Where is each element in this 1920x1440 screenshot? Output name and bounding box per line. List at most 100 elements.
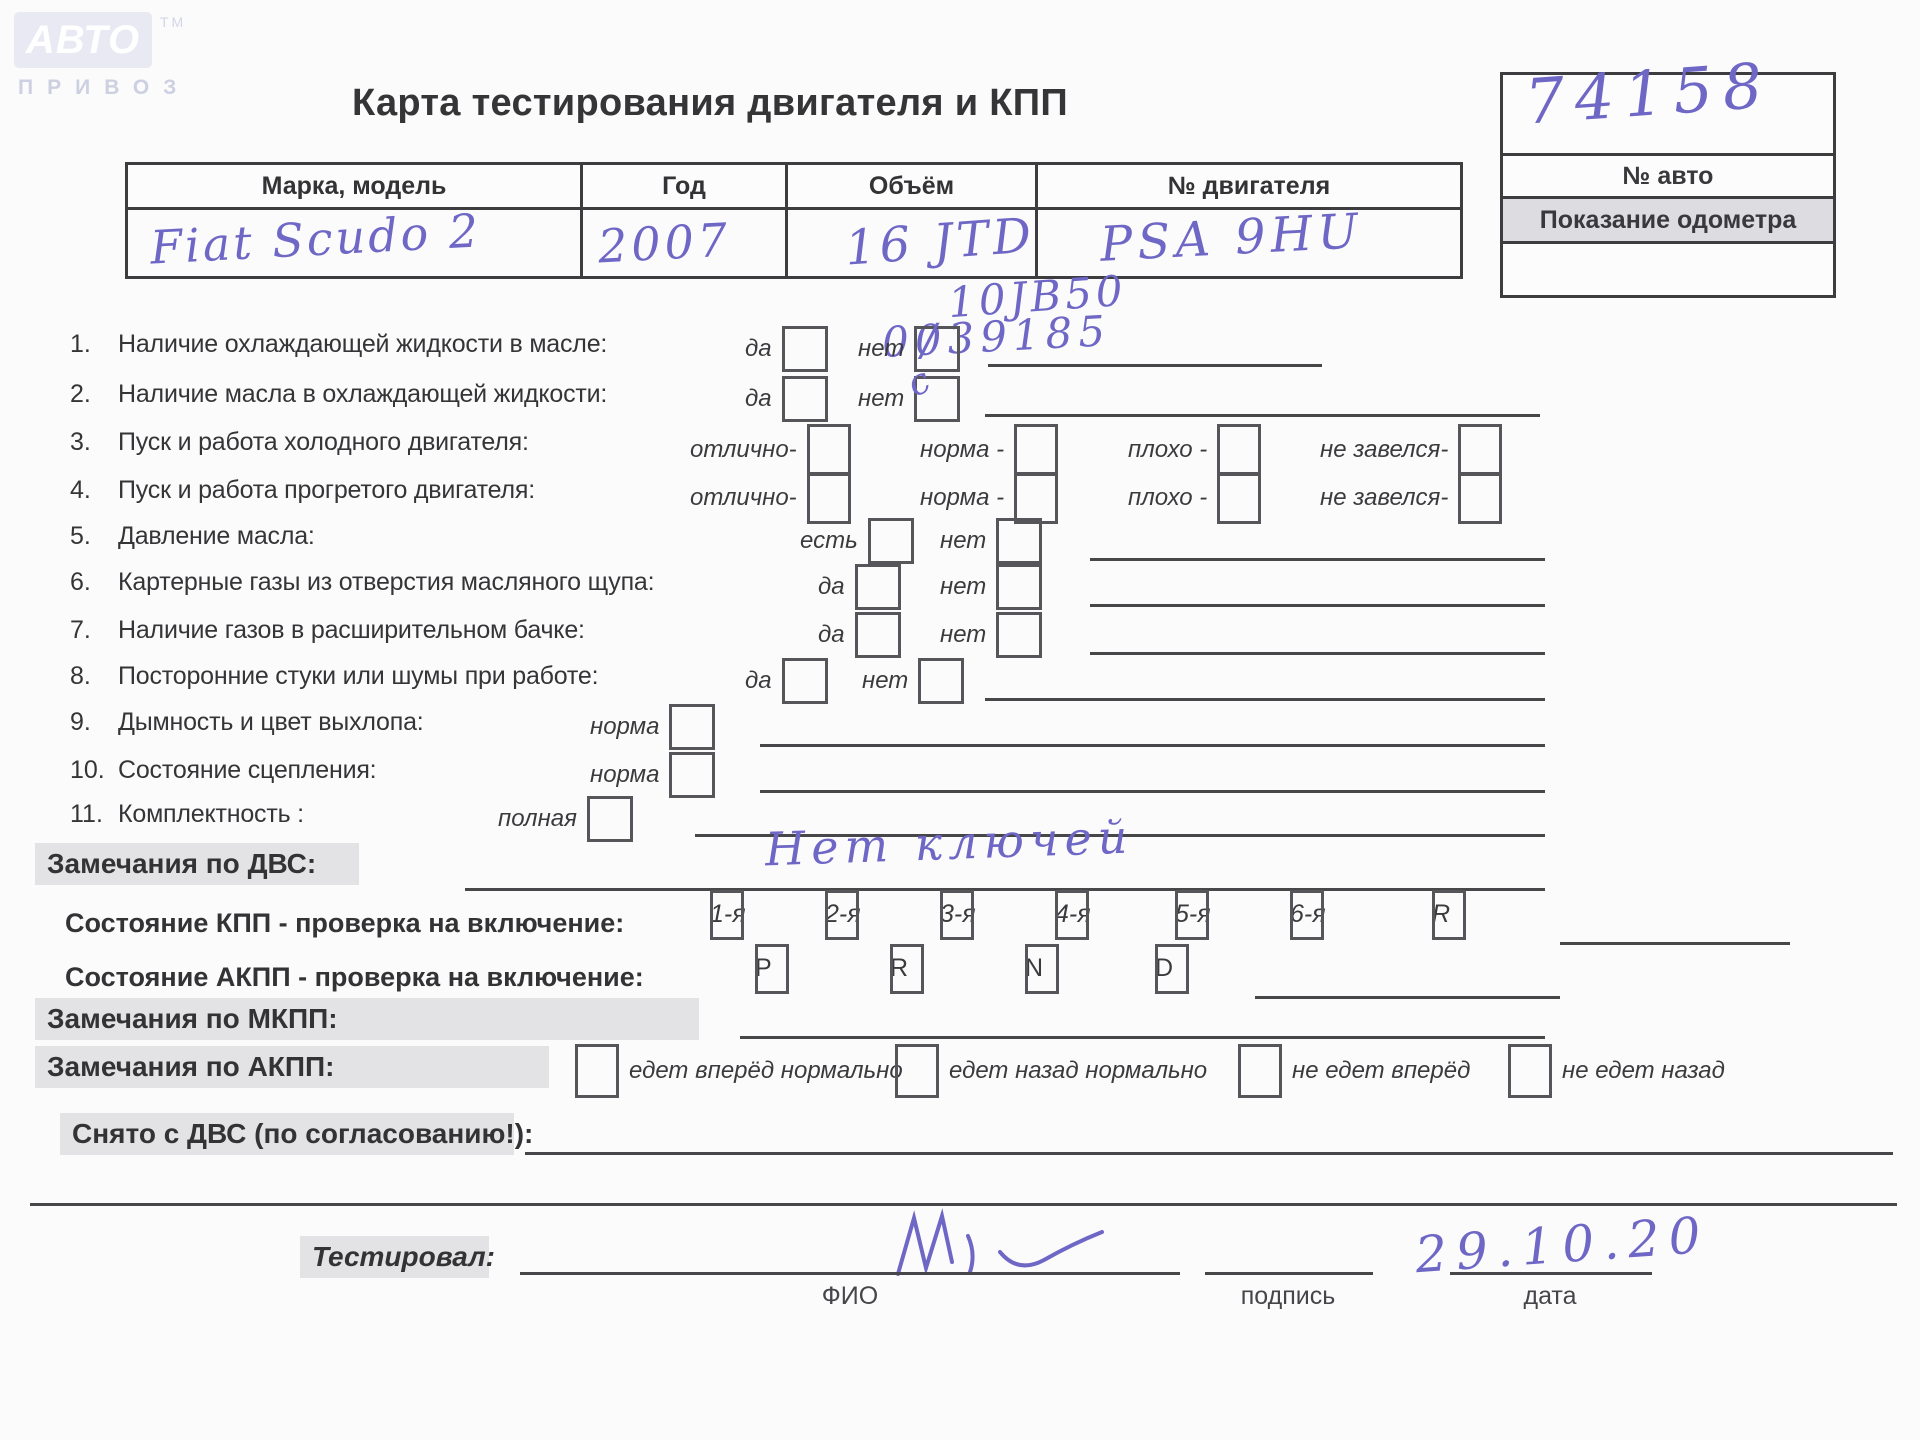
gear-p: P: [755, 943, 789, 994]
removed-from-engine-label: Снято с ДВС (по согласованию!):: [60, 1113, 533, 1155]
checkbox-gear-r[interactable]: [1432, 889, 1466, 940]
odometer-value-cell[interactable]: [1503, 241, 1833, 295]
table-value-row: [125, 207, 1463, 279]
option-norma: норма -: [920, 472, 1059, 524]
checkbox-est[interactable]: [867, 518, 914, 564]
gear-5: 5-я: [1175, 889, 1211, 940]
checkbox-otlichno[interactable]: [806, 424, 851, 476]
option-da: да: [818, 612, 901, 658]
item-number: 9.: [70, 708, 91, 736]
checkbox-gear-2[interactable]: [825, 889, 859, 940]
fio-label: ФИО: [821, 1282, 879, 1310]
page-title: Карта тестирования двигателя и КПП: [352, 82, 1068, 124]
option-net: нет: [940, 564, 1043, 610]
kpp-state-label: Состояние КПП - проверка на включение:: [65, 908, 625, 938]
fio-line[interactable]: [520, 1272, 1180, 1275]
fill-in-line[interactable]: [1090, 652, 1545, 655]
year-cell[interactable]: [580, 207, 788, 279]
checkbox-gear-r2[interactable]: [890, 943, 924, 994]
gear-3: 3-я: [940, 889, 976, 940]
checkbox-norma[interactable]: [669, 704, 716, 750]
checkbox-gear-4[interactable]: [1055, 889, 1089, 940]
checkbox-gear-n[interactable]: [1025, 943, 1059, 994]
checkbox-backward-ok[interactable]: [895, 1044, 939, 1098]
signature-label: подпись: [1240, 1282, 1336, 1310]
option-norma: норма: [590, 752, 716, 798]
checkbox-da[interactable]: [781, 326, 828, 372]
fill-in-line[interactable]: [985, 698, 1545, 701]
year-handwriting: 2007: [596, 212, 733, 274]
checkbox-no-forward[interactable]: [1238, 1044, 1282, 1098]
checkbox-norma[interactable]: [1014, 472, 1059, 524]
option-da: да: [745, 376, 828, 422]
signature-line[interactable]: [1205, 1272, 1373, 1275]
checkbox-ploho[interactable]: [1217, 472, 1262, 524]
odometer-label: Показание одометра: [1503, 196, 1833, 241]
checkbox-da[interactable]: [781, 658, 828, 704]
mkpp-remarks-line[interactable]: [740, 1036, 1545, 1039]
checkbox-gear-p[interactable]: [755, 943, 789, 994]
gear-n: N: [1025, 943, 1059, 994]
checkbox-da[interactable]: [854, 612, 901, 658]
checkbox-polnaya[interactable]: [586, 796, 633, 842]
item-number: 2.: [70, 380, 91, 408]
fill-in-line[interactable]: [1090, 604, 1545, 607]
vehicle-number-handwriting: 74158: [1522, 48, 1775, 139]
mkpp-remarks-label: Замечания по МКПП:: [35, 998, 699, 1040]
gear-2: 2-я: [825, 889, 861, 940]
checkbox-forward-ok[interactable]: [575, 1044, 619, 1098]
checkbox-gear-1[interactable]: [710, 889, 744, 940]
dvs-remarks-line[interactable]: [465, 888, 1545, 891]
akpp-line[interactable]: [1255, 996, 1560, 999]
divider-line: [30, 1203, 1897, 1206]
checkbox-ne-zavelsya[interactable]: [1458, 472, 1503, 524]
checkbox-ploho[interactable]: [1217, 424, 1262, 476]
removed-line[interactable]: [525, 1152, 1893, 1155]
vehicle-number-cell[interactable]: 74158: [1503, 48, 1833, 153]
checkbox-ne-zavelsya[interactable]: [1458, 424, 1503, 476]
signature-scribble: [896, 1208, 1104, 1276]
checkbox-norma[interactable]: [1014, 424, 1059, 476]
engine-number-cell[interactable]: [1035, 207, 1463, 279]
checkbox-otlichno[interactable]: [806, 472, 851, 524]
checkbox-norma[interactable]: [669, 752, 716, 798]
item-number: 3.: [70, 428, 91, 456]
checkbox-net-checked[interactable]: c: [901, 360, 961, 422]
checkbox-da[interactable]: [854, 564, 901, 610]
checkbox-net-checked[interactable]: /: [914, 319, 961, 372]
checkbox-gear-3[interactable]: [940, 889, 974, 940]
option-norma: норма -: [920, 424, 1059, 476]
checkbox-no-backward[interactable]: [1508, 1044, 1552, 1098]
gear-r2: R: [890, 943, 924, 994]
checkbox-da[interactable]: [781, 376, 828, 422]
volume-cell[interactable]: [785, 207, 1038, 279]
item-label: Комплектность :: [118, 800, 304, 828]
fill-in-line[interactable]: [695, 834, 1545, 837]
col-header-year: Год: [580, 162, 788, 210]
option-net: нет c: [858, 360, 961, 422]
make-model-cell[interactable]: [125, 207, 583, 279]
fill-in-line[interactable]: [1090, 558, 1545, 561]
option-da: да: [745, 658, 828, 704]
fill-in-line[interactable]: [760, 744, 1545, 747]
fill-in-line[interactable]: [760, 790, 1545, 793]
date-line[interactable]: [1450, 1272, 1652, 1275]
option-ne-zavelsya: не завелся-: [1320, 424, 1503, 476]
checkbox-gear-d[interactable]: [1155, 943, 1189, 994]
fill-in-line[interactable]: [988, 364, 1322, 367]
kpp-line[interactable]: [1560, 942, 1790, 945]
checkbox-net[interactable]: [918, 658, 965, 704]
checklist-row-1: 1. Наличие охлаждающей жидкости в масле:…: [0, 319, 1920, 374]
checklist-row-9: 9. Дымность и цвет выхлопа: норма: [0, 704, 1920, 752]
checkbox-gear-5[interactable]: [1175, 889, 1209, 940]
checkbox-net[interactable]: [996, 612, 1043, 658]
checkbox-net[interactable]: [996, 518, 1043, 564]
checkbox-gear-6[interactable]: [1290, 889, 1324, 940]
option-ploho: плохо -: [1128, 472, 1262, 524]
col-header-make-model: Марка, модель: [125, 162, 583, 210]
item-number: 1.: [70, 330, 91, 358]
item-label: Наличие охлаждающей жидкости в масле:: [118, 330, 608, 358]
checkbox-net[interactable]: [996, 564, 1043, 610]
fill-in-line[interactable]: [985, 414, 1540, 417]
